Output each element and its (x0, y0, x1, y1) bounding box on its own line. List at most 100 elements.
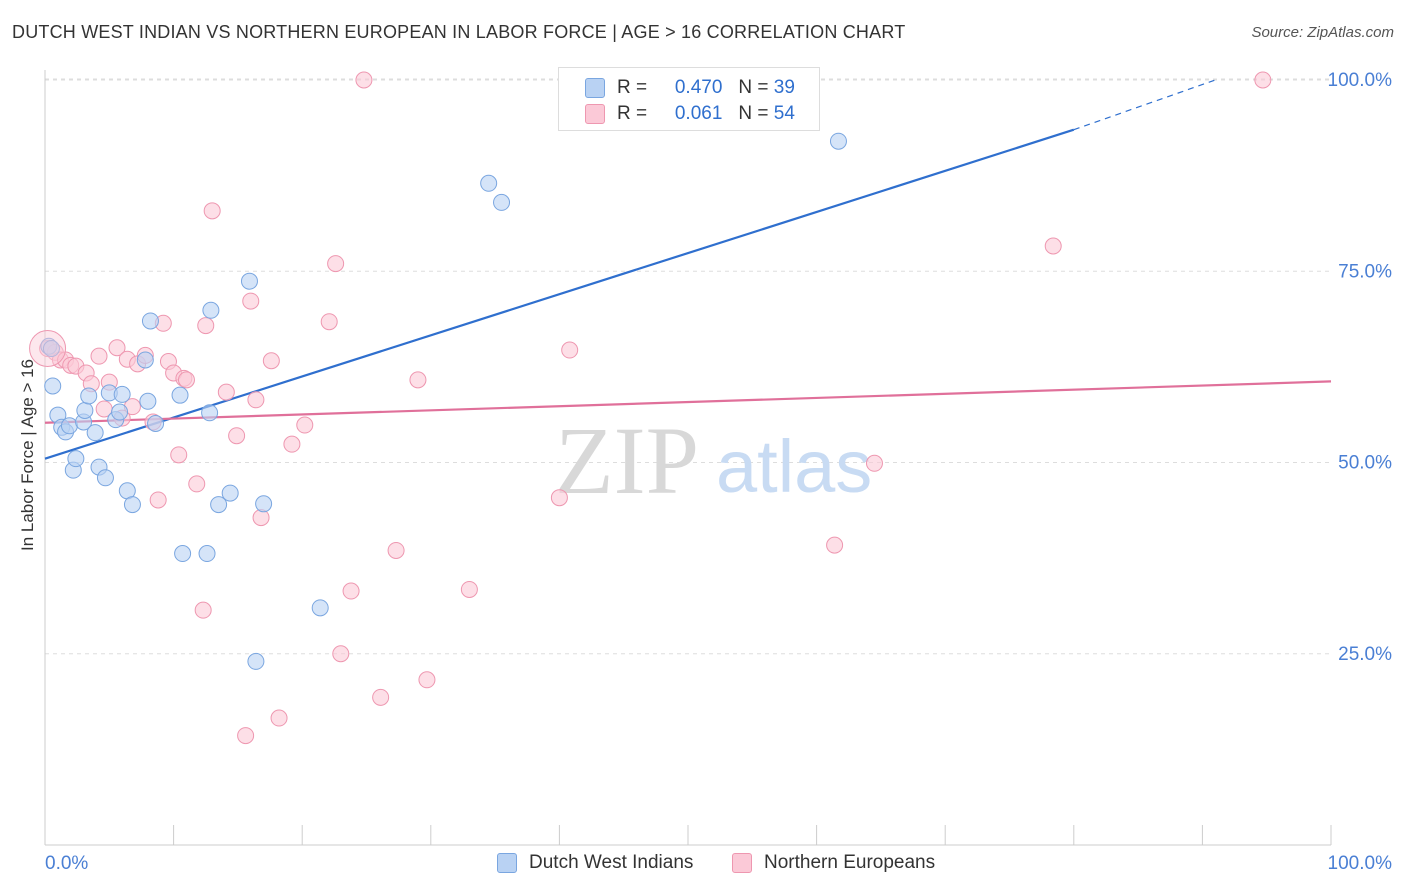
y-tick-label: 50.0% (1338, 453, 1392, 474)
dutch-west-indian-point (111, 403, 129, 421)
northern-european-point (203, 202, 221, 220)
legend-r-value: 0.470 (674, 77, 723, 98)
dutch-west-indian-point (210, 496, 228, 514)
legend-n-value: 39 (773, 77, 795, 98)
watermark-atlas: atlas (716, 425, 872, 508)
legend-r-label: R = (617, 77, 648, 98)
dutch-west-indian-trendline (44, 128, 1075, 460)
northern-european-point (826, 536, 844, 554)
dutch-west-indian-point (113, 385, 131, 403)
legend-row-northern-europeans: R = 0.061 N = 54 (585, 102, 795, 126)
dutch-west-indian-point (174, 545, 192, 563)
northern-european-point (170, 446, 188, 464)
northern-european-point (550, 489, 568, 507)
northern-european-point (327, 255, 345, 273)
northern-european-point (194, 601, 212, 619)
dutch-west-indian-point (493, 193, 511, 211)
series-legend: Dutch West Indians Northern Europeans (0, 852, 1406, 878)
legend-r-value: 0.061 (674, 103, 723, 124)
northern-european-point (296, 416, 314, 434)
dutch-west-indian-point (139, 392, 157, 410)
dutch-west-indian-point (80, 387, 98, 405)
legend-n-value: 54 (773, 103, 795, 124)
legend-swatch-blue (585, 78, 605, 98)
legend-item-northern-europeans[interactable]: Northern Europeans (732, 852, 935, 874)
dutch-west-indian-point (829, 132, 847, 150)
dutch-west-indian-point (198, 545, 216, 563)
northern-european-point (217, 383, 235, 401)
northern-european-point (342, 582, 360, 600)
legend-label: Dutch West Indians (529, 852, 694, 873)
dutch-west-indian-trendline-extension (1073, 79, 1216, 131)
northern-european-point (149, 491, 167, 509)
legend-row-dutch-west-indians: R = 0.470 N = 39 (585, 76, 795, 100)
northern-european-point (228, 427, 246, 445)
dutch-west-indian-point (141, 312, 159, 330)
source-label: Source: ZipAtlas.com (1251, 24, 1394, 41)
y-tick-label: 25.0% (1338, 644, 1392, 665)
points-layer (29, 71, 1272, 745)
legend-swatch-pink (585, 104, 605, 124)
northern-european-point (188, 475, 206, 493)
dutch-west-indian-point (201, 404, 219, 422)
northern-european-point (372, 688, 390, 706)
northern-european-point (90, 347, 108, 365)
dutch-west-indian-point (247, 652, 265, 670)
legend-n-label: N = (738, 103, 769, 124)
northern-european-point (1044, 237, 1062, 255)
dutch-west-indian-point (171, 386, 189, 404)
y-axis-title: In Labor Force | Age > 16 (18, 358, 37, 552)
northern-european-point (29, 330, 67, 368)
y-tick-label: 100.0% (1328, 70, 1393, 91)
northern-european-point (262, 352, 280, 370)
northern-european-point (242, 292, 260, 310)
dutch-west-indian-point (480, 174, 498, 192)
northern-european-point (252, 509, 270, 527)
legend-swatch-pink (732, 853, 752, 873)
dutch-west-indian-point (240, 272, 258, 290)
y-tick-label: 75.0% (1338, 261, 1392, 282)
northern-european-point (237, 727, 255, 745)
watermark: ZIP atlas (555, 407, 872, 514)
legend-label: Northern Europeans (764, 852, 936, 873)
northern-european-point (108, 339, 126, 357)
x-tick-label: 0.0% (45, 853, 88, 874)
correlation-legend: R = 0.470 N = 39 R = 0.061 N = 54 (558, 67, 820, 131)
northern-european-point (283, 435, 301, 453)
northern-european-point (409, 371, 427, 389)
grid-layer (45, 78, 1331, 655)
northern-european-point (561, 341, 579, 359)
dutch-west-indian-point (44, 377, 62, 395)
northern-european-point (177, 371, 195, 389)
trend-layer (44, 79, 1332, 460)
legend-n-label: N = (738, 77, 769, 98)
x-tick-label: 100.0% (1328, 853, 1393, 874)
northern-european-point (247, 391, 265, 409)
northern-european-point (865, 454, 883, 472)
dutch-west-indian-point (147, 414, 165, 432)
axis-layer (44, 70, 1332, 846)
legend-item-dutch-west-indians[interactable]: Dutch West Indians (497, 852, 693, 874)
legend-r-label: R = (617, 103, 648, 124)
dutch-west-indian-point (311, 599, 329, 617)
northern-european-point (1254, 71, 1272, 89)
dutch-west-indian-point (221, 484, 239, 502)
watermark-zip: ZIP (555, 407, 699, 514)
dutch-west-indian-point (123, 496, 141, 514)
northern-european-point (332, 645, 350, 663)
northern-european-trendline (44, 380, 1332, 424)
northern-european-point (418, 671, 436, 689)
northern-european-point (460, 580, 478, 598)
dutch-west-indian-point (42, 340, 60, 358)
northern-european-point (387, 541, 405, 559)
dutch-west-indian-point (86, 424, 104, 442)
dutch-west-indian-point (255, 495, 273, 513)
dutch-west-indian-point (202, 301, 220, 319)
tick-label-layer: 25.0% 50.0% 75.0% 100.0% 0.0% 100.0% (45, 70, 1392, 874)
northern-european-point (320, 313, 338, 331)
northern-european-point (270, 709, 288, 727)
chart-title: DUTCH WEST INDIAN VS NORTHERN EUROPEAN I… (12, 22, 906, 42)
dutch-west-indian-point (76, 401, 94, 419)
northern-european-point (355, 71, 373, 89)
